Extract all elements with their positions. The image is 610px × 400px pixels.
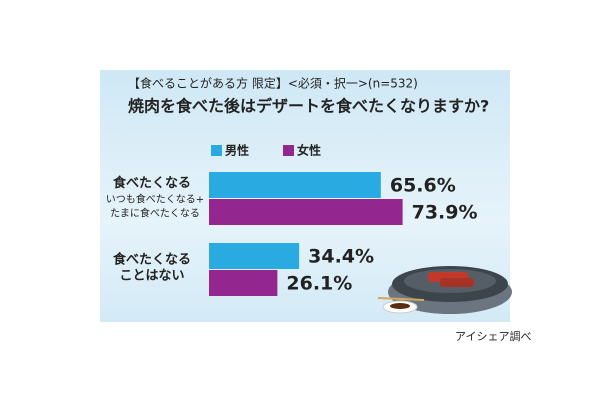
value-label: 26.1%: [286, 273, 352, 295]
category-note: たまに食べたくなる: [110, 207, 200, 220]
legend-label: 女性: [297, 143, 321, 158]
category-label: ことはない: [119, 269, 184, 284]
legend-label: 男性: [225, 143, 249, 158]
legend-swatch: [283, 145, 294, 156]
bar: [209, 270, 278, 296]
category-note: いつも食べたくなる+: [106, 193, 204, 206]
value-label: 34.4%: [308, 246, 374, 268]
grill-illustration: [377, 266, 512, 314]
category-label: 食べたくなる: [113, 252, 191, 268]
subtitle: 【食べることがある方 限定】<必須・択一>(n=532): [128, 76, 418, 91]
legend-swatch: [211, 145, 222, 156]
bar: [209, 243, 300, 269]
category-label: 食べたくなる: [113, 175, 191, 191]
value-label: 65.6%: [390, 175, 456, 197]
value-label: 73.9%: [412, 202, 478, 224]
chart-title: 焼肉を食べた後はデザートを食べたくなりますか?: [128, 97, 489, 116]
source: アイシェア調べ: [455, 329, 531, 343]
bar: [209, 172, 381, 198]
bar: [209, 199, 403, 225]
